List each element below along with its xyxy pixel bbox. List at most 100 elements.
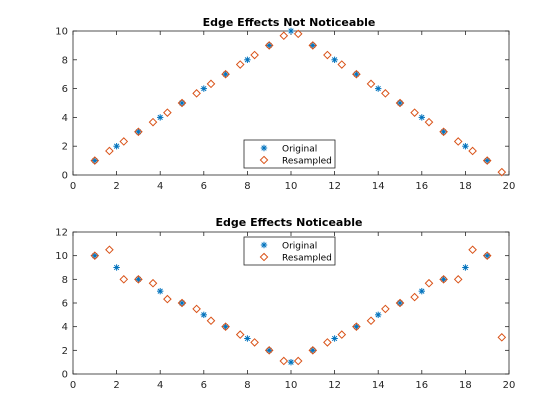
asterisk-stroke: [419, 288, 425, 294]
data-point: [163, 294, 172, 304]
legend-marker: [260, 144, 268, 152]
data-point: [148, 278, 158, 288]
data-point: [453, 137, 463, 146]
data-point: [484, 157, 491, 164]
data-point: [352, 322, 361, 331]
asterisk-stroke: [419, 114, 425, 121]
data-point: [396, 99, 404, 107]
data-point: [264, 346, 274, 355]
data-point: [192, 304, 201, 314]
data-point: [293, 356, 303, 366]
data-point: [337, 330, 347, 339]
data-point: [381, 304, 390, 314]
data-point: [395, 298, 405, 308]
legend-box: [243, 139, 336, 169]
legend-box: [243, 236, 336, 266]
legend-marker: [259, 252, 269, 262]
data-point: [375, 85, 382, 92]
data-point: [206, 316, 216, 326]
data-point: [244, 335, 251, 342]
data-point: [352, 69, 361, 79]
chart-title: Edge Effects Noticeable: [216, 216, 363, 229]
asterisk-stroke: [331, 57, 338, 63]
y-tick-label: 8: [62, 275, 68, 286]
data-point: [163, 108, 172, 117]
y-tick-label: 2: [62, 142, 68, 153]
data-point: [134, 127, 143, 137]
data-point: [221, 322, 230, 331]
y-tick-label: 6: [62, 84, 68, 95]
asterisk-stroke: [244, 57, 251, 63]
x-tick-label: 8: [244, 181, 250, 192]
data-point: [462, 143, 469, 150]
data-point: [323, 50, 332, 60]
data-point: [119, 275, 129, 284]
x-tick-label: 16: [415, 380, 428, 391]
chart-top: Edge Effects Not Noticeable 0 2 4 6 8 10 12 14 1…: [55, 16, 515, 192]
data-point: [266, 347, 273, 354]
data-point: [105, 245, 114, 255]
asterisk-stroke: [201, 312, 207, 318]
data-point: [309, 347, 316, 354]
data-point: [468, 245, 477, 255]
data-point: [375, 311, 382, 319]
x-tick-label: 0: [70, 181, 76, 192]
legend-label: Original: [282, 145, 317, 155]
data-point: [222, 323, 229, 330]
data-point: [366, 79, 376, 89]
legend-label: Resampled: [282, 254, 332, 264]
y-tick-label: 4: [62, 322, 68, 333]
data-point: [178, 299, 186, 307]
data-point: [221, 69, 230, 79]
data-point: [279, 31, 289, 41]
data-point: [113, 264, 120, 271]
data-point: [366, 316, 376, 326]
data-point: [482, 251, 492, 260]
legend-marker: [259, 155, 269, 165]
y-tick-label: 8: [62, 55, 68, 66]
data-point: [113, 143, 120, 150]
y-tick-label: 0: [62, 171, 68, 182]
data-point: [418, 114, 425, 121]
asterisk-stroke: [157, 288, 163, 294]
asterisk-stroke: [288, 359, 294, 365]
x-tick-label: 0: [70, 380, 76, 391]
data-point: [134, 275, 143, 284]
data-point: [410, 108, 419, 117]
data-point: [157, 287, 164, 295]
data-point: [235, 60, 245, 69]
x-tick-label: 14: [372, 181, 385, 192]
asterisk-stroke: [462, 264, 469, 271]
legend: Original Resampled: [243, 236, 336, 266]
x-tick-label: 10: [285, 380, 298, 391]
asterisk-stroke: [113, 143, 120, 149]
data-point: [119, 137, 129, 146]
data-point: [331, 335, 338, 342]
asterisk-stroke: [375, 85, 381, 92]
x-tick-label: 12: [328, 380, 341, 391]
y-tick-label: 2: [62, 346, 68, 357]
x-tick-label: 2: [113, 181, 119, 192]
asterisk-stroke: [375, 312, 381, 318]
x-tick-label: 16: [415, 181, 428, 192]
data-point: [157, 114, 164, 121]
data-point: [308, 41, 318, 50]
asterisk-stroke: [261, 242, 267, 248]
x-tick-label: 20: [503, 181, 516, 192]
data-point: [235, 330, 245, 339]
data-point: [396, 299, 404, 307]
asterisk-stroke: [331, 335, 338, 342]
data-point: [381, 89, 390, 98]
data-point: [244, 56, 251, 63]
data-point: [418, 287, 425, 295]
data-point: [395, 98, 405, 108]
data-point: [206, 79, 216, 89]
data-point: [266, 42, 273, 49]
data-point: [91, 157, 98, 164]
data-point: [90, 156, 100, 165]
data-point: [135, 276, 142, 283]
x-tick-label: 2: [113, 380, 119, 391]
data-point: [453, 275, 463, 284]
data-point: [279, 356, 289, 366]
data-point: [439, 127, 448, 137]
